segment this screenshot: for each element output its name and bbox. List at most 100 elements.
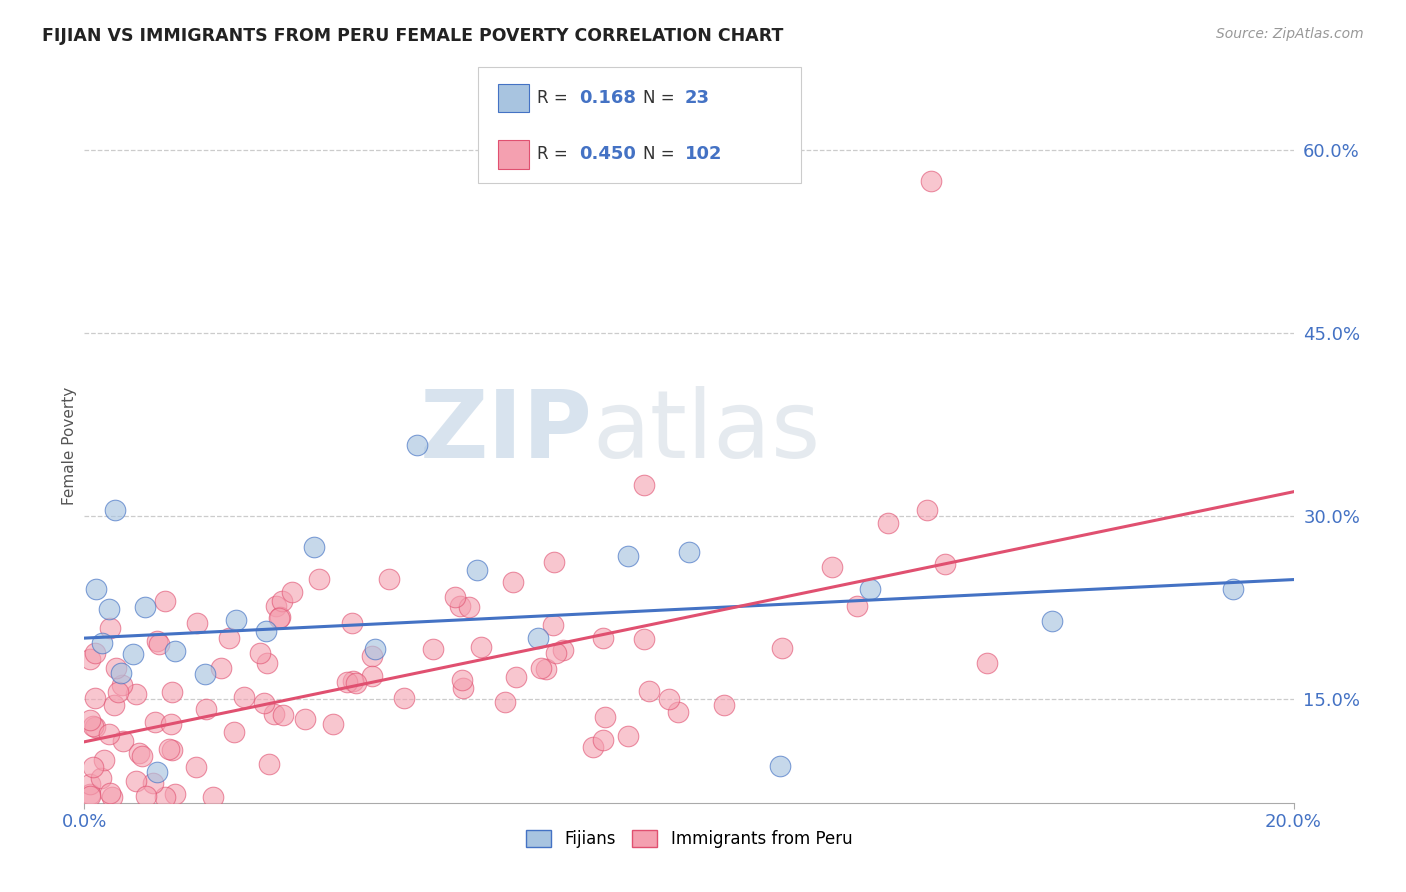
- Point: [111, 678, 134, 692]
- Point: [638, 684, 661, 698]
- Point: [536, 662, 558, 676]
- Point: [254, 624, 277, 638]
- Point: [920, 174, 942, 188]
- Point: [111, 733, 134, 747]
- Text: 102: 102: [685, 145, 723, 163]
- Point: [422, 642, 444, 657]
- Point: [98, 621, 121, 635]
- Point: [363, 641, 385, 656]
- Point: [308, 572, 330, 586]
- Point: [209, 661, 232, 675]
- Point: [79, 776, 101, 790]
- Point: [294, 712, 316, 726]
- Point: [444, 590, 467, 604]
- Legend: Fijians, Immigrants from Peru: Fijians, Immigrants from Peru: [519, 823, 859, 855]
- Point: [527, 632, 550, 646]
- Point: [915, 503, 938, 517]
- Point: [162, 685, 184, 699]
- Point: [666, 705, 689, 719]
- Point: [107, 685, 129, 699]
- Point: [148, 638, 170, 652]
- Point: [201, 789, 224, 804]
- Point: [633, 632, 655, 647]
- Point: [1222, 582, 1244, 597]
- Point: [271, 708, 294, 723]
- Point: [449, 599, 471, 613]
- Point: [271, 594, 294, 608]
- Point: [470, 640, 492, 654]
- Point: [502, 574, 524, 589]
- Point: [346, 676, 368, 690]
- Point: [541, 618, 564, 632]
- Point: [450, 673, 472, 687]
- Point: [530, 661, 553, 675]
- Point: [110, 665, 132, 680]
- Point: [84, 646, 107, 660]
- Point: [617, 549, 640, 564]
- Point: [378, 572, 401, 586]
- Text: 0.168: 0.168: [579, 89, 637, 107]
- Point: [281, 585, 304, 599]
- Point: [91, 636, 114, 650]
- Point: [678, 545, 700, 559]
- Point: [79, 789, 101, 803]
- Point: [125, 774, 148, 789]
- Point: [194, 667, 217, 681]
- Point: [82, 719, 104, 733]
- Point: [103, 698, 125, 712]
- Point: [186, 616, 208, 631]
- Point: [544, 647, 567, 661]
- Point: [79, 713, 101, 727]
- Point: [143, 715, 166, 730]
- Text: 0.450: 0.450: [579, 145, 636, 163]
- Point: [770, 640, 793, 655]
- Text: N =: N =: [643, 145, 679, 163]
- Point: [257, 756, 280, 771]
- Point: [658, 691, 681, 706]
- Text: 23: 23: [685, 89, 710, 107]
- Point: [249, 646, 271, 660]
- Point: [633, 477, 655, 491]
- Point: [392, 690, 415, 705]
- Point: [859, 582, 882, 596]
- Point: [451, 681, 474, 695]
- Point: [146, 765, 169, 780]
- Point: [146, 634, 169, 648]
- Point: [505, 669, 527, 683]
- Point: [125, 687, 148, 701]
- Point: [184, 760, 207, 774]
- Point: [302, 540, 325, 554]
- Text: N =: N =: [643, 89, 679, 107]
- Point: [79, 652, 101, 666]
- Point: [155, 789, 177, 804]
- Point: [128, 746, 150, 760]
- Point: [84, 720, 107, 734]
- Point: [97, 602, 120, 616]
- Point: [263, 707, 285, 722]
- Point: [98, 786, 121, 800]
- Point: [877, 516, 900, 530]
- Point: [194, 702, 217, 716]
- Point: [256, 656, 278, 670]
- Point: [121, 647, 143, 661]
- Y-axis label: Female Poverty: Female Poverty: [62, 387, 77, 505]
- Point: [342, 673, 364, 688]
- Point: [233, 690, 256, 705]
- Point: [617, 730, 640, 744]
- Point: [467, 563, 489, 577]
- Point: [157, 742, 180, 756]
- Point: [100, 789, 122, 804]
- Text: FIJIAN VS IMMIGRANTS FROM PERU FEMALE POVERTY CORRELATION CHART: FIJIAN VS IMMIGRANTS FROM PERU FEMALE PO…: [42, 27, 783, 45]
- Point: [269, 609, 291, 624]
- Point: [406, 438, 429, 452]
- Point: [79, 787, 101, 801]
- Point: [976, 656, 998, 670]
- Point: [342, 616, 364, 631]
- Point: [160, 743, 183, 757]
- Point: [269, 610, 291, 624]
- Point: [155, 594, 177, 608]
- Point: [105, 661, 128, 675]
- Text: R =: R =: [537, 145, 574, 163]
- Point: [592, 632, 614, 646]
- Point: [135, 789, 157, 803]
